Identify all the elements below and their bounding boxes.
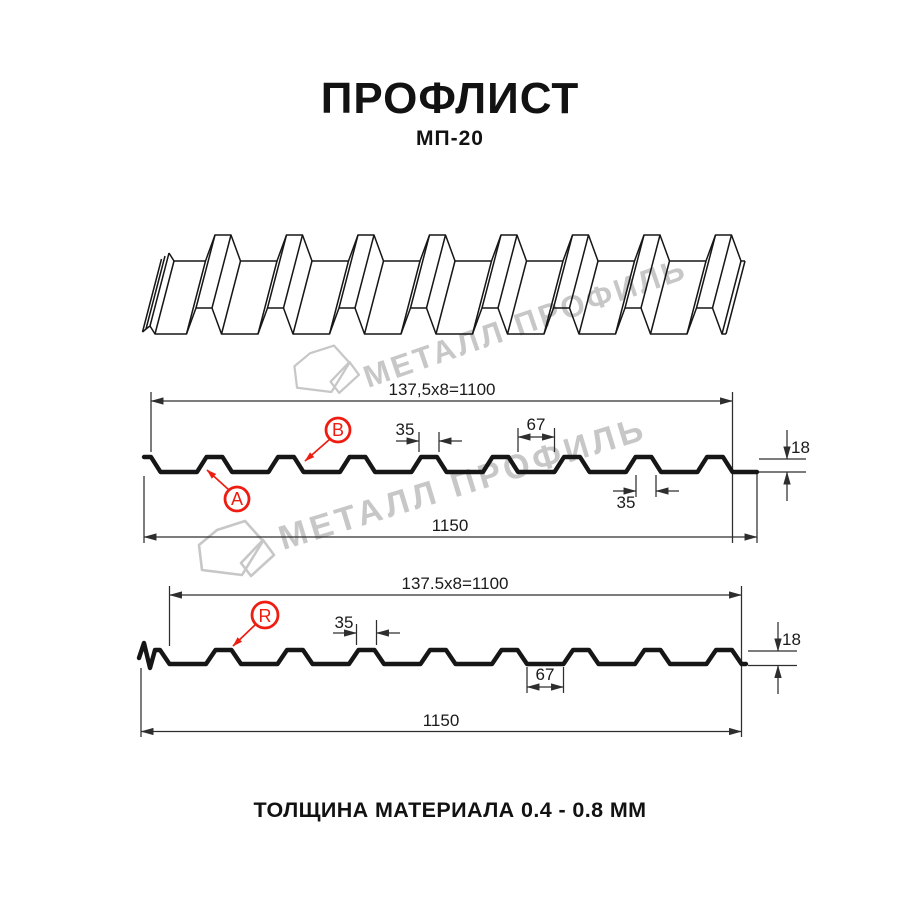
profile-outline	[139, 643, 746, 668]
sheet-edge-roll	[146, 256, 165, 329]
dim-height: 18	[782, 630, 801, 649]
metal-profil-logo-icon	[199, 521, 274, 576]
rib-line	[482, 235, 501, 308]
rib-line	[697, 235, 716, 308]
dim-crest-base: 35	[617, 493, 636, 512]
rib-line	[187, 261, 206, 334]
rib-line	[498, 235, 517, 308]
rib-line	[355, 235, 374, 308]
rib-line	[196, 235, 215, 308]
side-labels: R	[233, 602, 278, 646]
label-b: B	[332, 420, 344, 440]
label-a: A	[231, 489, 243, 509]
rib-line	[365, 261, 384, 334]
dim-crest-top: 35	[396, 420, 415, 439]
dim-module-width: 137.5x8=1100	[402, 574, 509, 593]
rib-line	[293, 261, 312, 334]
label-r: R	[259, 606, 272, 626]
rib-line	[222, 261, 241, 334]
rib-line	[330, 261, 349, 334]
sheet-near-edge	[150, 308, 726, 334]
rib-line	[726, 261, 745, 334]
rib-line	[411, 235, 430, 308]
rib-line	[713, 235, 732, 308]
rib-line	[258, 261, 277, 334]
dim-module-width: 137,5x8=1100	[389, 380, 496, 399]
rib-line	[436, 261, 455, 334]
drawing-canvas: МЕТАЛЛ ПРОФИЛЬ МЕТАЛЛ ПРОФИЛЬ	[0, 0, 900, 900]
rib-line	[339, 235, 358, 308]
dim-overall-width: 1150	[432, 516, 469, 535]
watermark-middle: МЕТАЛЛ ПРОФИЛЬ	[199, 409, 651, 576]
dim-overall-width: 1150	[423, 711, 460, 730]
rib-line	[268, 235, 287, 308]
dim-crest-top: 35	[335, 613, 354, 632]
dim-height: 18	[791, 438, 810, 457]
dim-trough: 67	[527, 415, 546, 434]
rib-line	[212, 235, 231, 308]
rib-line	[687, 261, 706, 334]
metal-profil-logo-icon	[294, 346, 359, 393]
rib-line	[427, 235, 446, 308]
cross-section-bottom: R 137.5x8=1100 1150 35 67 18	[139, 574, 801, 737]
watermark-brand-text: МЕТАЛЛ ПРОФИЛЬ	[359, 251, 692, 395]
rib-line	[401, 261, 420, 334]
rib-line	[722, 261, 741, 334]
rib-line	[284, 235, 303, 308]
dim-trough: 67	[536, 665, 555, 684]
